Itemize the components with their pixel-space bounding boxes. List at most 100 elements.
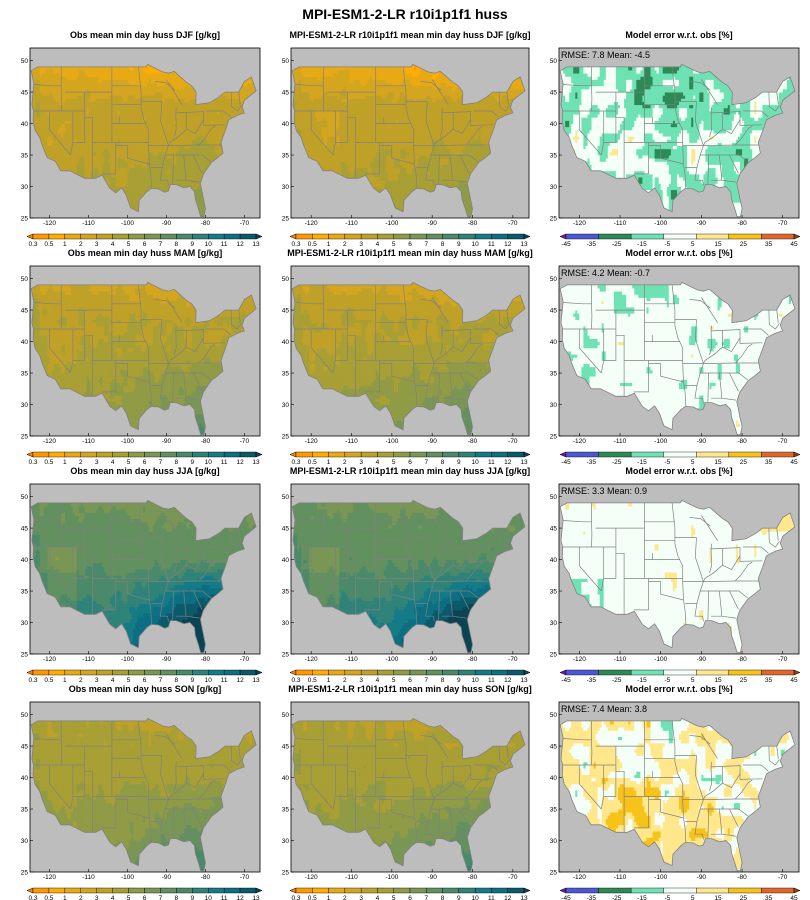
- field-cell: [178, 139, 180, 143]
- field-cell: [159, 102, 161, 106]
- field-cell: [44, 139, 46, 143]
- field-cell: [67, 133, 69, 137]
- field-cell: [36, 114, 38, 118]
- field-cell: [137, 149, 139, 153]
- field-cell: [182, 139, 184, 143]
- field-cell: [133, 127, 135, 131]
- field-cell: [141, 149, 143, 153]
- field-cell: [94, 120, 96, 124]
- field-cell: [102, 92, 104, 96]
- field-cell: [135, 218, 137, 222]
- field-cell: [170, 174, 172, 178]
- field-cell: [110, 161, 112, 165]
- field-cell: [186, 114, 188, 118]
- field-cell: [137, 133, 139, 137]
- field-cell: [198, 190, 200, 194]
- field-cell: [79, 133, 81, 137]
- field-cell: [163, 86, 165, 90]
- field-cell: [87, 133, 89, 137]
- field-cell: [190, 108, 192, 112]
- field-cell: [241, 95, 243, 99]
- field-cell: [126, 180, 128, 184]
- field-cell: [137, 114, 139, 118]
- field-cell: [194, 218, 196, 222]
- field-cell: [122, 161, 124, 165]
- field-cell: [94, 152, 96, 156]
- field-cell: [147, 174, 149, 178]
- field-cell: [190, 161, 192, 165]
- field-cell: [48, 95, 50, 99]
- field-cell: [151, 117, 153, 121]
- field-cell: [126, 165, 128, 169]
- field-cell: [233, 98, 235, 102]
- field-cell: [106, 127, 108, 131]
- field-cell: [102, 111, 104, 115]
- field-cell: [190, 146, 192, 150]
- field-cell: [178, 114, 180, 118]
- field-cell: [63, 133, 65, 137]
- field-cell: [147, 218, 149, 222]
- field-cell: [30, 218, 32, 222]
- field-cell: [198, 171, 200, 175]
- field-cell: [155, 155, 157, 159]
- field-cell: [94, 130, 96, 134]
- field-cell: [217, 105, 219, 109]
- field-cell: [178, 120, 180, 124]
- field-cell: [126, 105, 128, 109]
- field-cell: [110, 180, 112, 184]
- field-cell: [36, 95, 38, 99]
- field-cell: [198, 187, 200, 191]
- field-cell: [44, 98, 46, 102]
- field-cell: [163, 89, 165, 93]
- field-cell: [114, 133, 116, 137]
- field-cell: [48, 86, 50, 90]
- field-cell: [98, 149, 100, 153]
- field-cell: [55, 98, 57, 102]
- field-cell: [126, 111, 128, 115]
- field-cell: [129, 142, 131, 146]
- field-cell: [75, 142, 77, 146]
- field-cell: [102, 130, 104, 134]
- field-cell: [141, 95, 143, 99]
- field-cell: [71, 86, 73, 90]
- field-cell: [106, 136, 108, 140]
- field-cell: [221, 105, 223, 109]
- field-cell: [141, 158, 143, 162]
- field-cell: [122, 89, 124, 93]
- field-cell: [122, 183, 124, 187]
- field-cell: [44, 86, 46, 90]
- field-cell: [79, 142, 81, 146]
- field-cell: [122, 117, 124, 121]
- field-cell: [94, 142, 96, 146]
- field-cell: [106, 174, 108, 178]
- field-cell: [63, 136, 65, 140]
- field-cell: [129, 161, 131, 165]
- field-cell: [129, 111, 131, 115]
- field-cell: [55, 127, 57, 131]
- field-cell: [106, 146, 108, 150]
- field-cell: [137, 142, 139, 146]
- field-cell: [55, 105, 57, 109]
- field-cell: [233, 102, 235, 106]
- field-cell: [205, 127, 207, 131]
- field-cell: [163, 98, 165, 102]
- field-cell: [79, 218, 81, 222]
- field-cell: [159, 180, 161, 184]
- field-cell: [94, 127, 96, 131]
- field-cell: [186, 146, 188, 150]
- field-cell: [170, 111, 172, 115]
- field-cell: [77, 218, 79, 222]
- field-cell: [106, 152, 108, 156]
- field-cell: [190, 165, 192, 169]
- field-cell: [110, 152, 112, 156]
- field-cell: [75, 161, 77, 165]
- field-cell: [122, 171, 124, 175]
- field-cell: [94, 136, 96, 140]
- field-cell: [147, 105, 149, 109]
- field-cell: [147, 177, 149, 181]
- field-cell: [225, 218, 227, 222]
- field-cell: [59, 149, 61, 153]
- field-cell: [133, 165, 135, 169]
- field-cell: [118, 108, 120, 112]
- field-cell: [114, 105, 116, 109]
